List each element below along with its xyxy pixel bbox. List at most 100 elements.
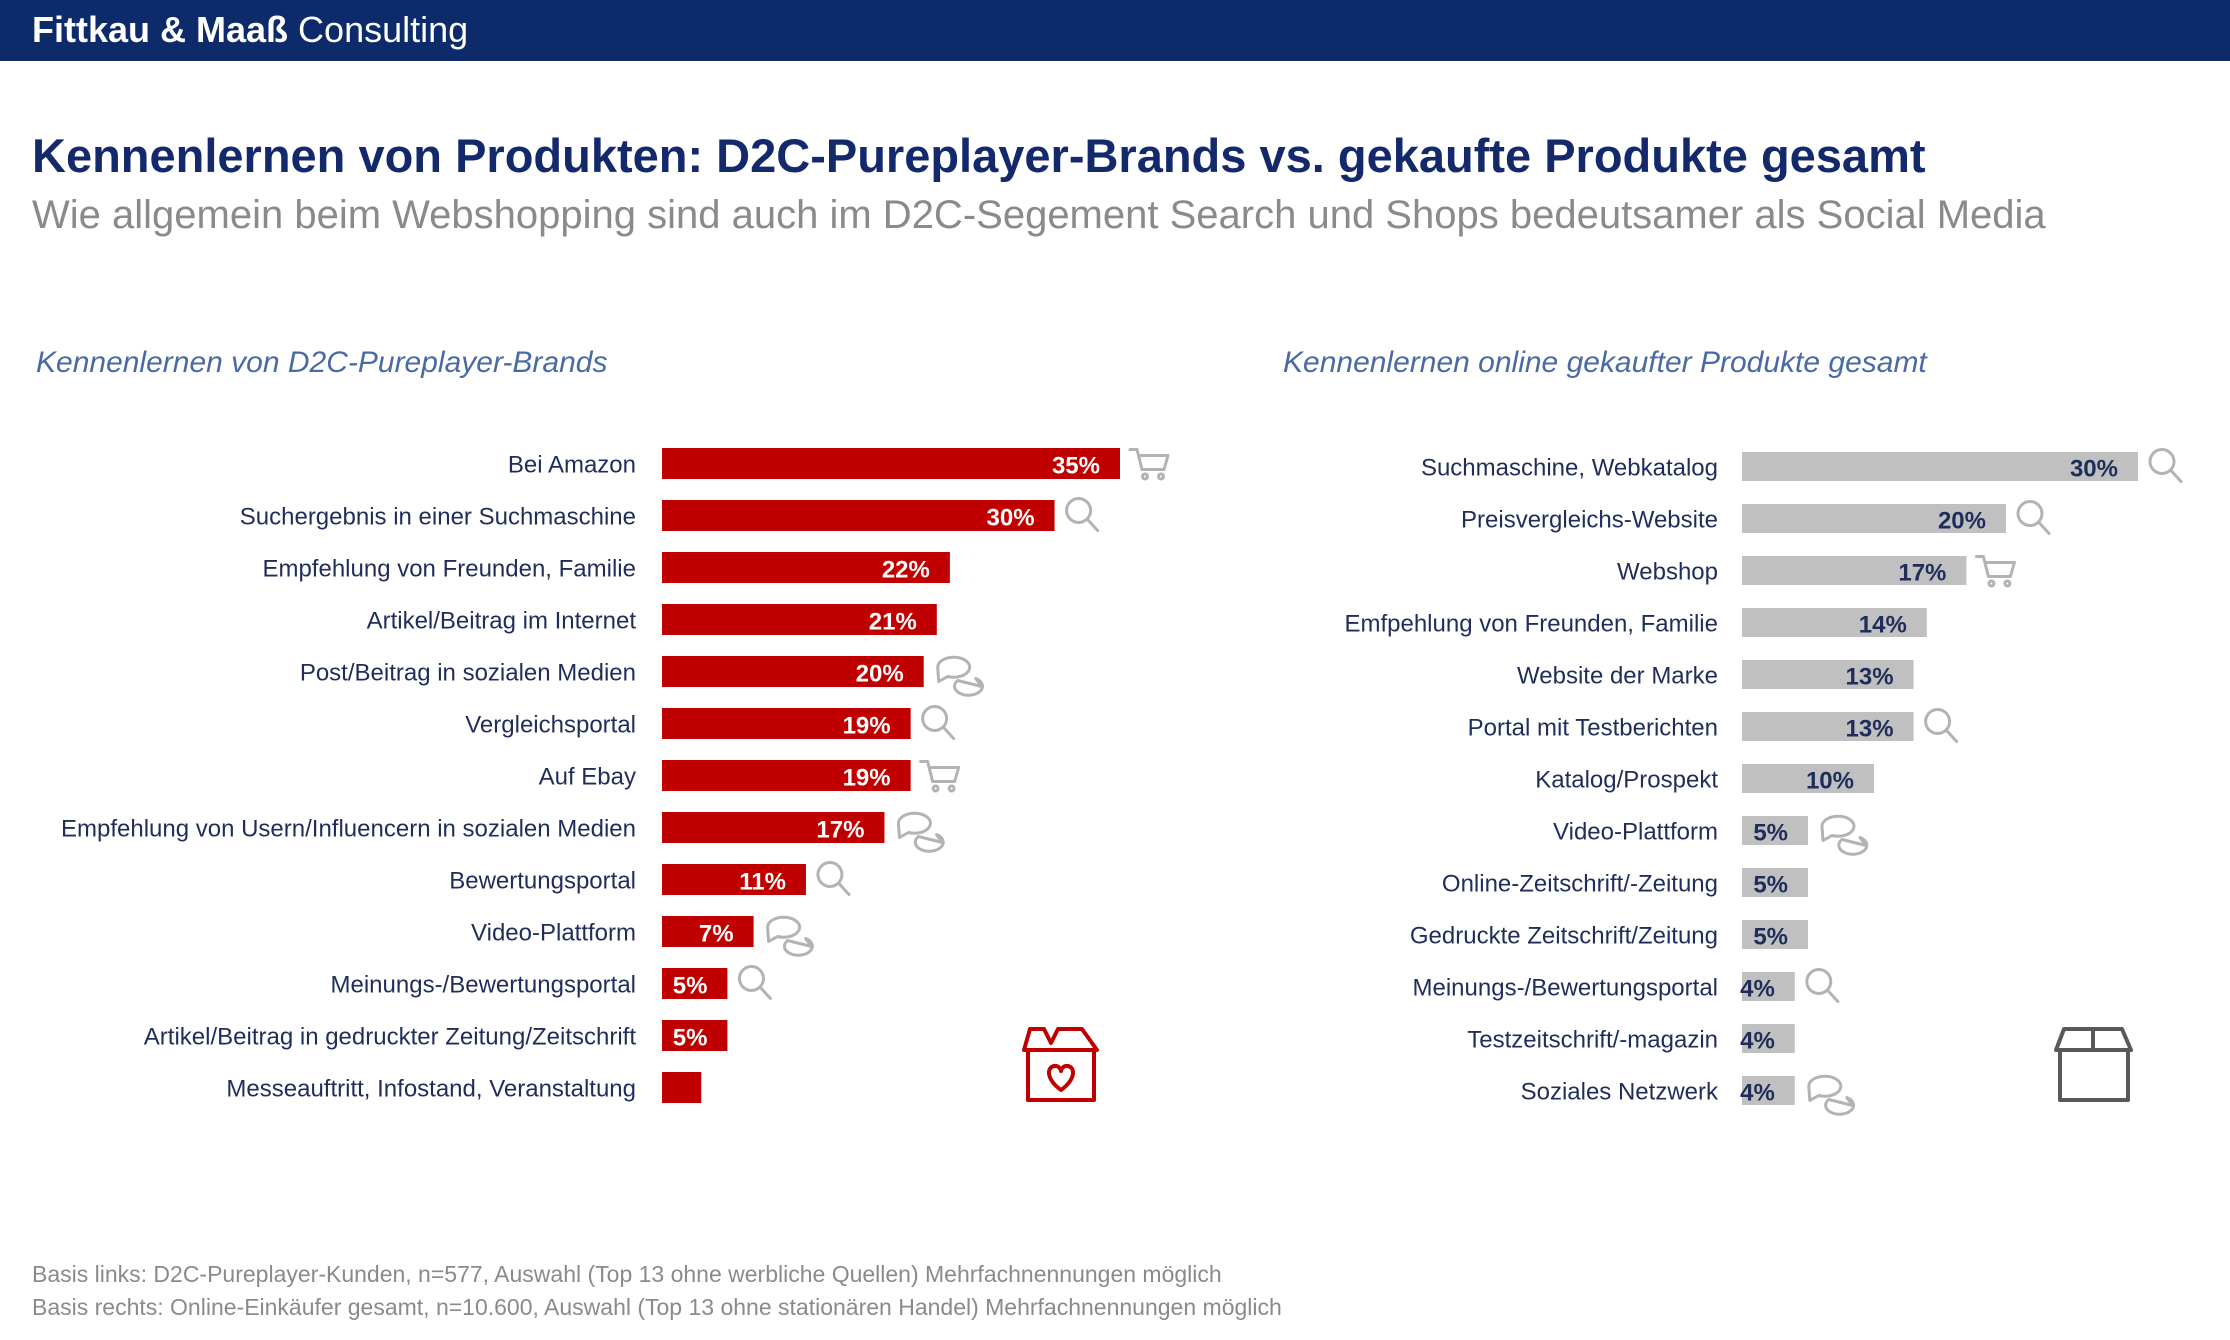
category-label: Artikel/Beitrag in gedruckter Zeitung/Ze… (144, 1024, 637, 1051)
header-bar: Fittkau & Maaß Consulting (0, 0, 2230, 61)
search-icon (921, 705, 956, 740)
bar (662, 552, 950, 583)
bar (662, 500, 1055, 531)
data-label: 13% (1846, 664, 1894, 691)
right-chart-title: Kennenlernen online gekaufter Produkte g… (1283, 346, 1927, 379)
bar (662, 656, 924, 687)
category-label: Empfehlung von Freunden, Familie (262, 556, 636, 583)
category-label: Soziales Netzwerk (1521, 1079, 1719, 1106)
chat-icon (936, 655, 984, 697)
data-label: 3% (705, 1077, 740, 1104)
left-chart-title: Kennenlernen von D2C-Pureplayer-Brands (36, 346, 608, 379)
data-label: 14% (1859, 612, 1907, 639)
data-label: 20% (1938, 508, 1986, 535)
category-label: Empfehlung von Usern/Influencern in sozi… (61, 816, 636, 843)
search-icon (2016, 500, 2051, 535)
data-label: 13% (1846, 716, 1894, 743)
bar (662, 604, 937, 635)
category-label: Emfpehlung von Freunden, Familie (1344, 611, 1718, 638)
cart-icon (1128, 448, 1170, 481)
page-title: Kennenlernen von Produkten: D2C-Pureplay… (32, 129, 1926, 182)
data-label: 19% (843, 765, 891, 792)
category-label: Messeauftritt, Infostand, Veranstaltung (226, 1076, 636, 1103)
bar (1742, 504, 2006, 533)
category-label: Bewertungsportal (449, 868, 636, 895)
bar (1742, 920, 1808, 949)
data-label: 4% (1740, 1028, 1775, 1055)
category-label: Online-Zeitschrift/-Zeitung (1442, 871, 1718, 898)
data-label: 10% (1806, 768, 1854, 795)
chat-icon (896, 811, 945, 853)
data-label: 20% (856, 661, 904, 688)
data-label: 5% (1753, 924, 1788, 951)
data-label: 5% (1753, 872, 1788, 899)
data-label: 7% (699, 921, 734, 948)
data-label: 11% (739, 869, 786, 896)
data-label: 5% (673, 973, 708, 1000)
category-label: Artikel/Beitrag im Internet (367, 608, 637, 635)
box-icon (2054, 1027, 2133, 1102)
bar (662, 448, 1120, 479)
category-label: Gedruckte Zeitschrift/Zeitung (1410, 923, 1718, 950)
category-label: Suchergebnis in einer Suchmaschine (240, 504, 636, 531)
bar (1742, 868, 1808, 897)
bar (1742, 1076, 1795, 1105)
data-label: 5% (1753, 820, 1788, 847)
category-label: Preisvergleichs-Website (1461, 507, 1718, 534)
bar (1742, 816, 1808, 845)
category-label: Bei Amazon (508, 452, 636, 479)
data-label: 35% (1052, 453, 1100, 480)
bar (662, 812, 885, 843)
search-icon (737, 965, 772, 1000)
bar (1742, 712, 1914, 741)
bar (662, 1072, 702, 1103)
category-label: Suchmaschine, Webkatalog (1421, 455, 1718, 482)
bar (662, 760, 911, 791)
category-label: Katalog/Prospekt (1535, 767, 1718, 794)
bar (1742, 1024, 1795, 1053)
data-label: 17% (816, 817, 864, 844)
category-label: Testzeitschrift/-magazin (1467, 1027, 1718, 1054)
cart-icon (919, 760, 961, 793)
chat-icon (1820, 814, 1869, 856)
category-label: Meinungs-/Bewertungsportal (331, 972, 637, 999)
footnote-right-basis: Basis rechts: Online-Einkäufer gesamt, n… (32, 1294, 1282, 1320)
data-label: 22% (882, 557, 930, 584)
search-icon (1065, 497, 1100, 532)
brand-name-bold: Fittkau & Maaß (32, 9, 289, 50)
category-label: Meinungs-/Bewertungsportal (1413, 975, 1719, 1002)
search-icon (2148, 448, 2183, 483)
search-icon (816, 861, 851, 896)
bar (662, 916, 754, 947)
search-icon (1924, 708, 1959, 743)
category-label: Auf Ebay (539, 764, 636, 791)
data-label: 5% (673, 1025, 708, 1052)
category-label: Vergleichsportal (465, 712, 636, 739)
bar (1742, 608, 1927, 637)
data-label: 30% (2070, 456, 2118, 483)
bar (662, 968, 728, 999)
bar (1742, 660, 1914, 689)
search-icon (1805, 968, 1840, 1003)
category-label: Post/Beitrag in sozialen Medien (300, 660, 636, 687)
footnote-left-basis: Basis links: D2C-Pureplayer-Kunden, n=57… (32, 1261, 1222, 1287)
bar (1742, 452, 2138, 481)
chat-icon (766, 915, 814, 957)
bar (1742, 972, 1795, 1001)
brand-name-regular: Consulting (298, 9, 469, 50)
bar (662, 1020, 728, 1051)
bar (662, 708, 911, 739)
category-label: Website der Marke (1517, 663, 1718, 690)
data-label: 4% (1740, 976, 1775, 1003)
data-label: 30% (987, 505, 1035, 532)
category-label: Webshop (1617, 559, 1718, 586)
data-label: 17% (1898, 560, 1946, 587)
page-subtitle: Wie allgemein beim Webshopping sind auch… (32, 193, 2046, 237)
bar (662, 864, 806, 895)
data-label: 21% (869, 609, 917, 636)
chat-icon (1807, 1074, 1856, 1116)
category-label: Portal mit Testberichten (1468, 715, 1718, 742)
bar (1742, 556, 1967, 585)
bar (1742, 764, 1874, 793)
